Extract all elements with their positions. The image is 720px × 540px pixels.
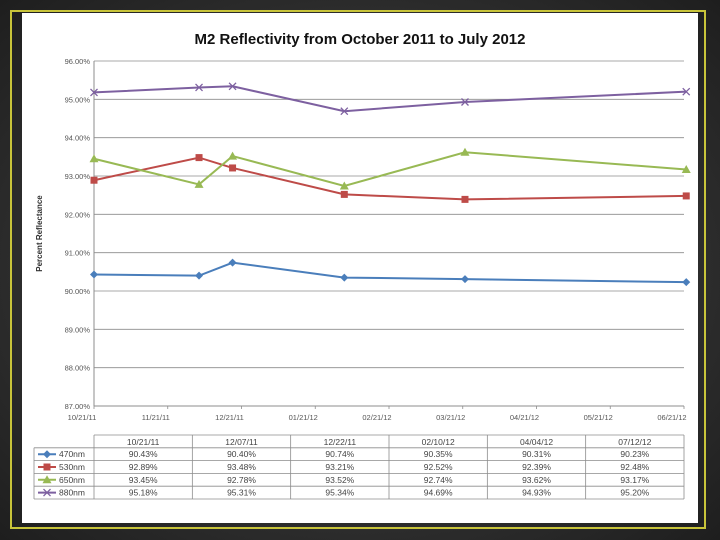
x-tick-label: 02/21/12 bbox=[362, 413, 391, 422]
table-cell-value: 92.48% bbox=[620, 462, 649, 472]
y-tick-label: 96.00% bbox=[65, 57, 91, 66]
y-tick-label: 91.00% bbox=[65, 249, 91, 258]
table-cell-value: 95.20% bbox=[620, 488, 649, 498]
table-header-date: 02/10/12 bbox=[422, 437, 455, 447]
data-point-650nm bbox=[194, 179, 204, 188]
legend-key-marker-880nm bbox=[43, 488, 51, 497]
y-tick-label: 94.00% bbox=[65, 134, 91, 143]
data-point-470nm bbox=[90, 270, 98, 279]
table-cell-value: 93.45% bbox=[129, 475, 158, 485]
x-tick-label: 05/21/12 bbox=[584, 413, 613, 422]
data-point-880nm bbox=[228, 82, 237, 91]
table-cell-value: 90.40% bbox=[227, 449, 256, 459]
table-cell-value: 90.35% bbox=[424, 449, 453, 459]
table-cell-value: 93.52% bbox=[325, 475, 354, 485]
table-cell-value: 92.74% bbox=[424, 475, 453, 485]
y-tick-label: 92.00% bbox=[65, 210, 91, 219]
y-tick-label: 87.00% bbox=[65, 402, 91, 411]
series-line-470nm bbox=[93, 261, 687, 284]
table-header-date: 12/22/11 bbox=[324, 437, 357, 447]
table-header-date: 12/07/11 bbox=[225, 437, 258, 447]
table-cell-value: 93.48% bbox=[227, 462, 256, 472]
data-point-530nm bbox=[90, 176, 98, 184]
data-point-650nm bbox=[89, 154, 99, 163]
y-axis-label: Percent Reflectance bbox=[35, 195, 44, 272]
legend-label-650nm: 650nm bbox=[59, 475, 85, 485]
x-tick-label: 03/21/12 bbox=[436, 413, 465, 422]
series-line-530nm bbox=[93, 156, 687, 201]
table-cell-value: 95.31% bbox=[227, 488, 256, 498]
data-point-530nm bbox=[229, 164, 237, 172]
y-tick-label: 95.00% bbox=[65, 95, 91, 104]
slide-frame bbox=[10, 10, 706, 529]
legend-label-880nm: 880nm bbox=[59, 488, 85, 498]
x-tick-label: 11/21/11 bbox=[142, 413, 170, 422]
y-tick-label: 88.00% bbox=[65, 364, 91, 373]
table-cell-value: 90.23% bbox=[620, 449, 649, 459]
data-point-650nm bbox=[228, 151, 238, 160]
data-point-880nm bbox=[90, 88, 98, 97]
x-tick-label: 12/21/11 bbox=[215, 413, 244, 422]
table-cell-value: 90.31% bbox=[522, 449, 551, 459]
table-cell-value: 95.34% bbox=[325, 488, 354, 498]
legend-key-marker-470nm bbox=[43, 450, 51, 459]
data-point-470nm bbox=[340, 273, 349, 282]
table-cell-value: 92.78% bbox=[227, 475, 256, 485]
x-tick-label: 04/21/12 bbox=[510, 413, 539, 422]
table-cell-value: 93.62% bbox=[522, 475, 551, 485]
data-point-530nm bbox=[682, 192, 690, 200]
chart-title: M2 Reflectivity from October 2011 to Jul… bbox=[195, 31, 526, 48]
series-line-650nm bbox=[93, 151, 687, 188]
chart-panel: M2 Reflectivity from October 2011 to Jul… bbox=[22, 13, 698, 523]
table-cell-value: 90.74% bbox=[325, 449, 354, 459]
table-header-date: 10/21/11 bbox=[127, 437, 160, 447]
table-cell-value: 92.39% bbox=[522, 462, 551, 472]
table-cell-value: 94.69% bbox=[424, 488, 453, 498]
data-point-470nm bbox=[195, 271, 204, 280]
data-point-470nm bbox=[682, 278, 691, 287]
table-cell-value: 92.52% bbox=[424, 462, 453, 472]
table-header-date: 07/12/12 bbox=[618, 437, 651, 447]
reflectivity-chart: M2 Reflectivity from October 2011 to Jul… bbox=[33, 31, 691, 500]
y-tick-label: 89.00% bbox=[65, 325, 91, 334]
series-line-880nm bbox=[93, 85, 687, 113]
data-point-880nm bbox=[461, 98, 469, 106]
data-point-650nm bbox=[339, 181, 349, 190]
legend-key-marker-650nm bbox=[42, 475, 52, 484]
data-point-880nm bbox=[682, 87, 691, 96]
table-cell-value: 93.21% bbox=[325, 462, 354, 472]
table-cell-value: 95.18% bbox=[129, 488, 158, 498]
data-point-530nm bbox=[340, 190, 348, 198]
legend-label-470nm: 470nm bbox=[59, 449, 85, 459]
data-point-880nm bbox=[195, 83, 203, 92]
table-cell-value: 92.89% bbox=[129, 462, 158, 472]
x-tick-label: 06/21/12 bbox=[657, 413, 686, 422]
table-header-date: 04/04/12 bbox=[520, 437, 553, 447]
data-point-530nm bbox=[461, 195, 469, 203]
x-tick-label: 01/21/12 bbox=[289, 413, 318, 422]
data-point-650nm bbox=[460, 147, 470, 156]
y-tick-label: 93.00% bbox=[65, 172, 91, 181]
table-cell-value: 94.93% bbox=[522, 488, 551, 498]
x-tick-label: 10/21/11 bbox=[68, 413, 97, 422]
data-point-530nm bbox=[195, 154, 203, 162]
table-cell-value: 93.17% bbox=[620, 475, 649, 485]
table-cell-value: 90.43% bbox=[129, 449, 158, 459]
y-tick-label: 90.00% bbox=[65, 287, 91, 296]
legend-key-marker-530nm bbox=[43, 463, 51, 471]
legend-label-530nm: 530nm bbox=[59, 462, 85, 472]
data-point-880nm bbox=[340, 107, 349, 116]
data-point-470nm bbox=[228, 258, 237, 267]
data-point-470nm bbox=[460, 275, 469, 284]
data-point-650nm bbox=[681, 164, 691, 173]
